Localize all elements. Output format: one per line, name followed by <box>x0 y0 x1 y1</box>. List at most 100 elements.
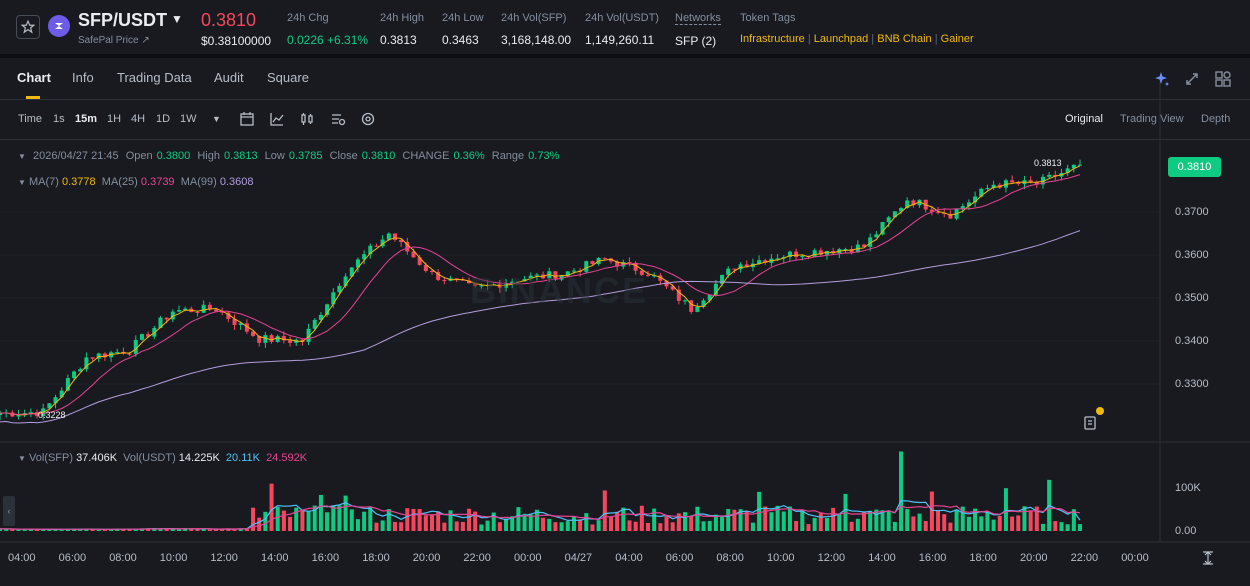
tab-info[interactable]: Info <box>72 70 94 85</box>
candle-body <box>812 250 817 257</box>
pair-name[interactable]: SFP/USDT <box>78 10 168 30</box>
high-value: 0.3813 <box>223 150 258 162</box>
volume-bar <box>911 516 916 531</box>
candle-body <box>683 300 688 302</box>
candle-body <box>652 275 657 277</box>
stat-networks[interactable]: Networks SFP (2) <box>675 12 721 48</box>
volume-bar <box>639 505 644 531</box>
note-icon[interactable] <box>1083 415 1099 431</box>
volume-ma-lines <box>0 500 1081 530</box>
candle-body <box>868 237 873 247</box>
ma99-label: MA(99) <box>180 176 217 188</box>
active-tab-indicator <box>26 96 40 99</box>
price-tick: 0.3400 <box>1175 335 1209 347</box>
volume-bar <box>849 521 854 531</box>
volume-bar <box>528 514 533 531</box>
interval-4h[interactable]: 4H <box>131 113 146 125</box>
interval-time[interactable]: Time <box>18 113 43 125</box>
candle-body <box>584 261 589 272</box>
tag-infrastructure[interactable]: Infrastructure <box>740 33 805 45</box>
ohlc-legend: ▼ 2026/04/27 21:45 Open 0.3800 High 0.3813… <box>18 150 560 162</box>
volume-bar <box>176 529 181 531</box>
tab-trading-data[interactable]: Trading Data <box>117 70 192 85</box>
pair-dropdown-icon[interactable]: ▼ <box>171 12 183 26</box>
stat-24h-chg: 24h Chg 0.0226 +6.31% <box>287 12 368 47</box>
chart-settings-icon[interactable] <box>330 111 346 127</box>
candle-body <box>862 244 866 247</box>
stat-label: 24h High <box>380 12 425 24</box>
volume-bar <box>380 520 385 531</box>
volume-bar <box>689 516 694 531</box>
tag-bnb-chain[interactable]: BNB Chain <box>877 33 932 45</box>
fullscreen-icon[interactable] <box>1183 70 1201 88</box>
tab-audit[interactable]: Audit <box>214 70 244 85</box>
candle-body <box>430 271 434 273</box>
settings-icon[interactable] <box>360 111 376 127</box>
volume-bar <box>670 522 675 531</box>
tab-chart[interactable]: Chart <box>17 70 51 85</box>
token-tags-label: Token Tags <box>740 12 796 24</box>
volume-bar <box>621 507 626 531</box>
stat-24h-vol-sfp: 24h Vol(SFP) 3,168,148.00 <box>501 12 571 47</box>
volume-tick: 0.00 <box>1175 525 1197 537</box>
volume-bar <box>430 514 434 531</box>
interval-more-dropdown-icon[interactable]: ▼ <box>212 114 221 124</box>
interval-1h[interactable]: 1H <box>107 113 122 125</box>
volume-bar <box>0 528 2 531</box>
time-tick: 12:00 <box>210 552 238 564</box>
interval-1w[interactable]: 1W <box>180 113 197 125</box>
scale-toggle-icon[interactable] <box>1200 550 1216 566</box>
view-trading-view[interactable]: Trading View <box>1120 113 1184 125</box>
candle-type-icon[interactable] <box>299 111 315 127</box>
candle-body <box>84 357 89 370</box>
time-tick: 10:00 <box>159 552 188 564</box>
candle-body <box>639 270 644 275</box>
tag-gainer[interactable]: Gainer <box>940 33 974 45</box>
volume-bar <box>442 522 447 531</box>
volume-bar <box>948 522 953 531</box>
candle-body <box>47 403 52 409</box>
tab-square[interactable]: Square <box>267 70 309 85</box>
candle-body <box>1028 180 1033 183</box>
candlestick-chart[interactable] <box>0 82 1250 586</box>
volume-bar <box>102 529 107 531</box>
interval-15m[interactable]: 15m <box>75 113 98 125</box>
time-tick: 14:00 <box>868 552 896 564</box>
stat-label: Networks <box>675 12 721 25</box>
candle-body <box>72 371 77 379</box>
interval-1s[interactable]: 1s <box>53 113 65 125</box>
candle-body <box>331 292 336 305</box>
volume-bar <box>1040 523 1045 531</box>
candle-body <box>269 335 274 342</box>
volume-bar <box>837 513 842 531</box>
volume-bar <box>269 483 274 531</box>
layout-grid-icon[interactable] <box>1214 70 1232 88</box>
view-original[interactable]: Original <box>1065 113 1103 125</box>
time-tick: 18:00 <box>969 552 997 564</box>
range-value: 0.73% <box>528 150 560 162</box>
favorite-button[interactable] <box>16 15 40 39</box>
indicator-icon[interactable] <box>269 111 285 127</box>
ma7-line <box>0 165 1081 416</box>
volume-bar <box>78 529 83 531</box>
volume-bar <box>658 523 663 531</box>
view-depth[interactable]: Depth <box>1201 113 1231 125</box>
stat-value: SFP (2) <box>675 34 717 48</box>
volume-bar <box>504 518 509 531</box>
ai-sparkle-icon[interactable] <box>1153 70 1171 88</box>
candle-body <box>343 276 348 286</box>
token-tags: Token Tags Infrastructure | Launchpad | … <box>740 12 974 45</box>
volume-bar <box>713 514 718 531</box>
ticker-header: SFP/USDT ▼ SafePal Price ↗ 0.3810 $0.381… <box>0 0 1250 54</box>
change-label: CHANGE <box>402 150 450 162</box>
price-link[interactable]: SafePal Price ↗ <box>78 35 150 46</box>
calendar-icon[interactable] <box>239 111 255 127</box>
collapse-left-icon[interactable]: ‹ <box>3 496 15 526</box>
candle-body <box>28 412 33 414</box>
candle-body <box>510 281 515 284</box>
star-icon <box>21 20 35 34</box>
volume-bar <box>53 529 58 531</box>
tag-launchpad[interactable]: Launchpad <box>813 33 869 45</box>
interval-1d[interactable]: 1D <box>156 113 171 125</box>
token-logo-icon <box>48 15 70 37</box>
